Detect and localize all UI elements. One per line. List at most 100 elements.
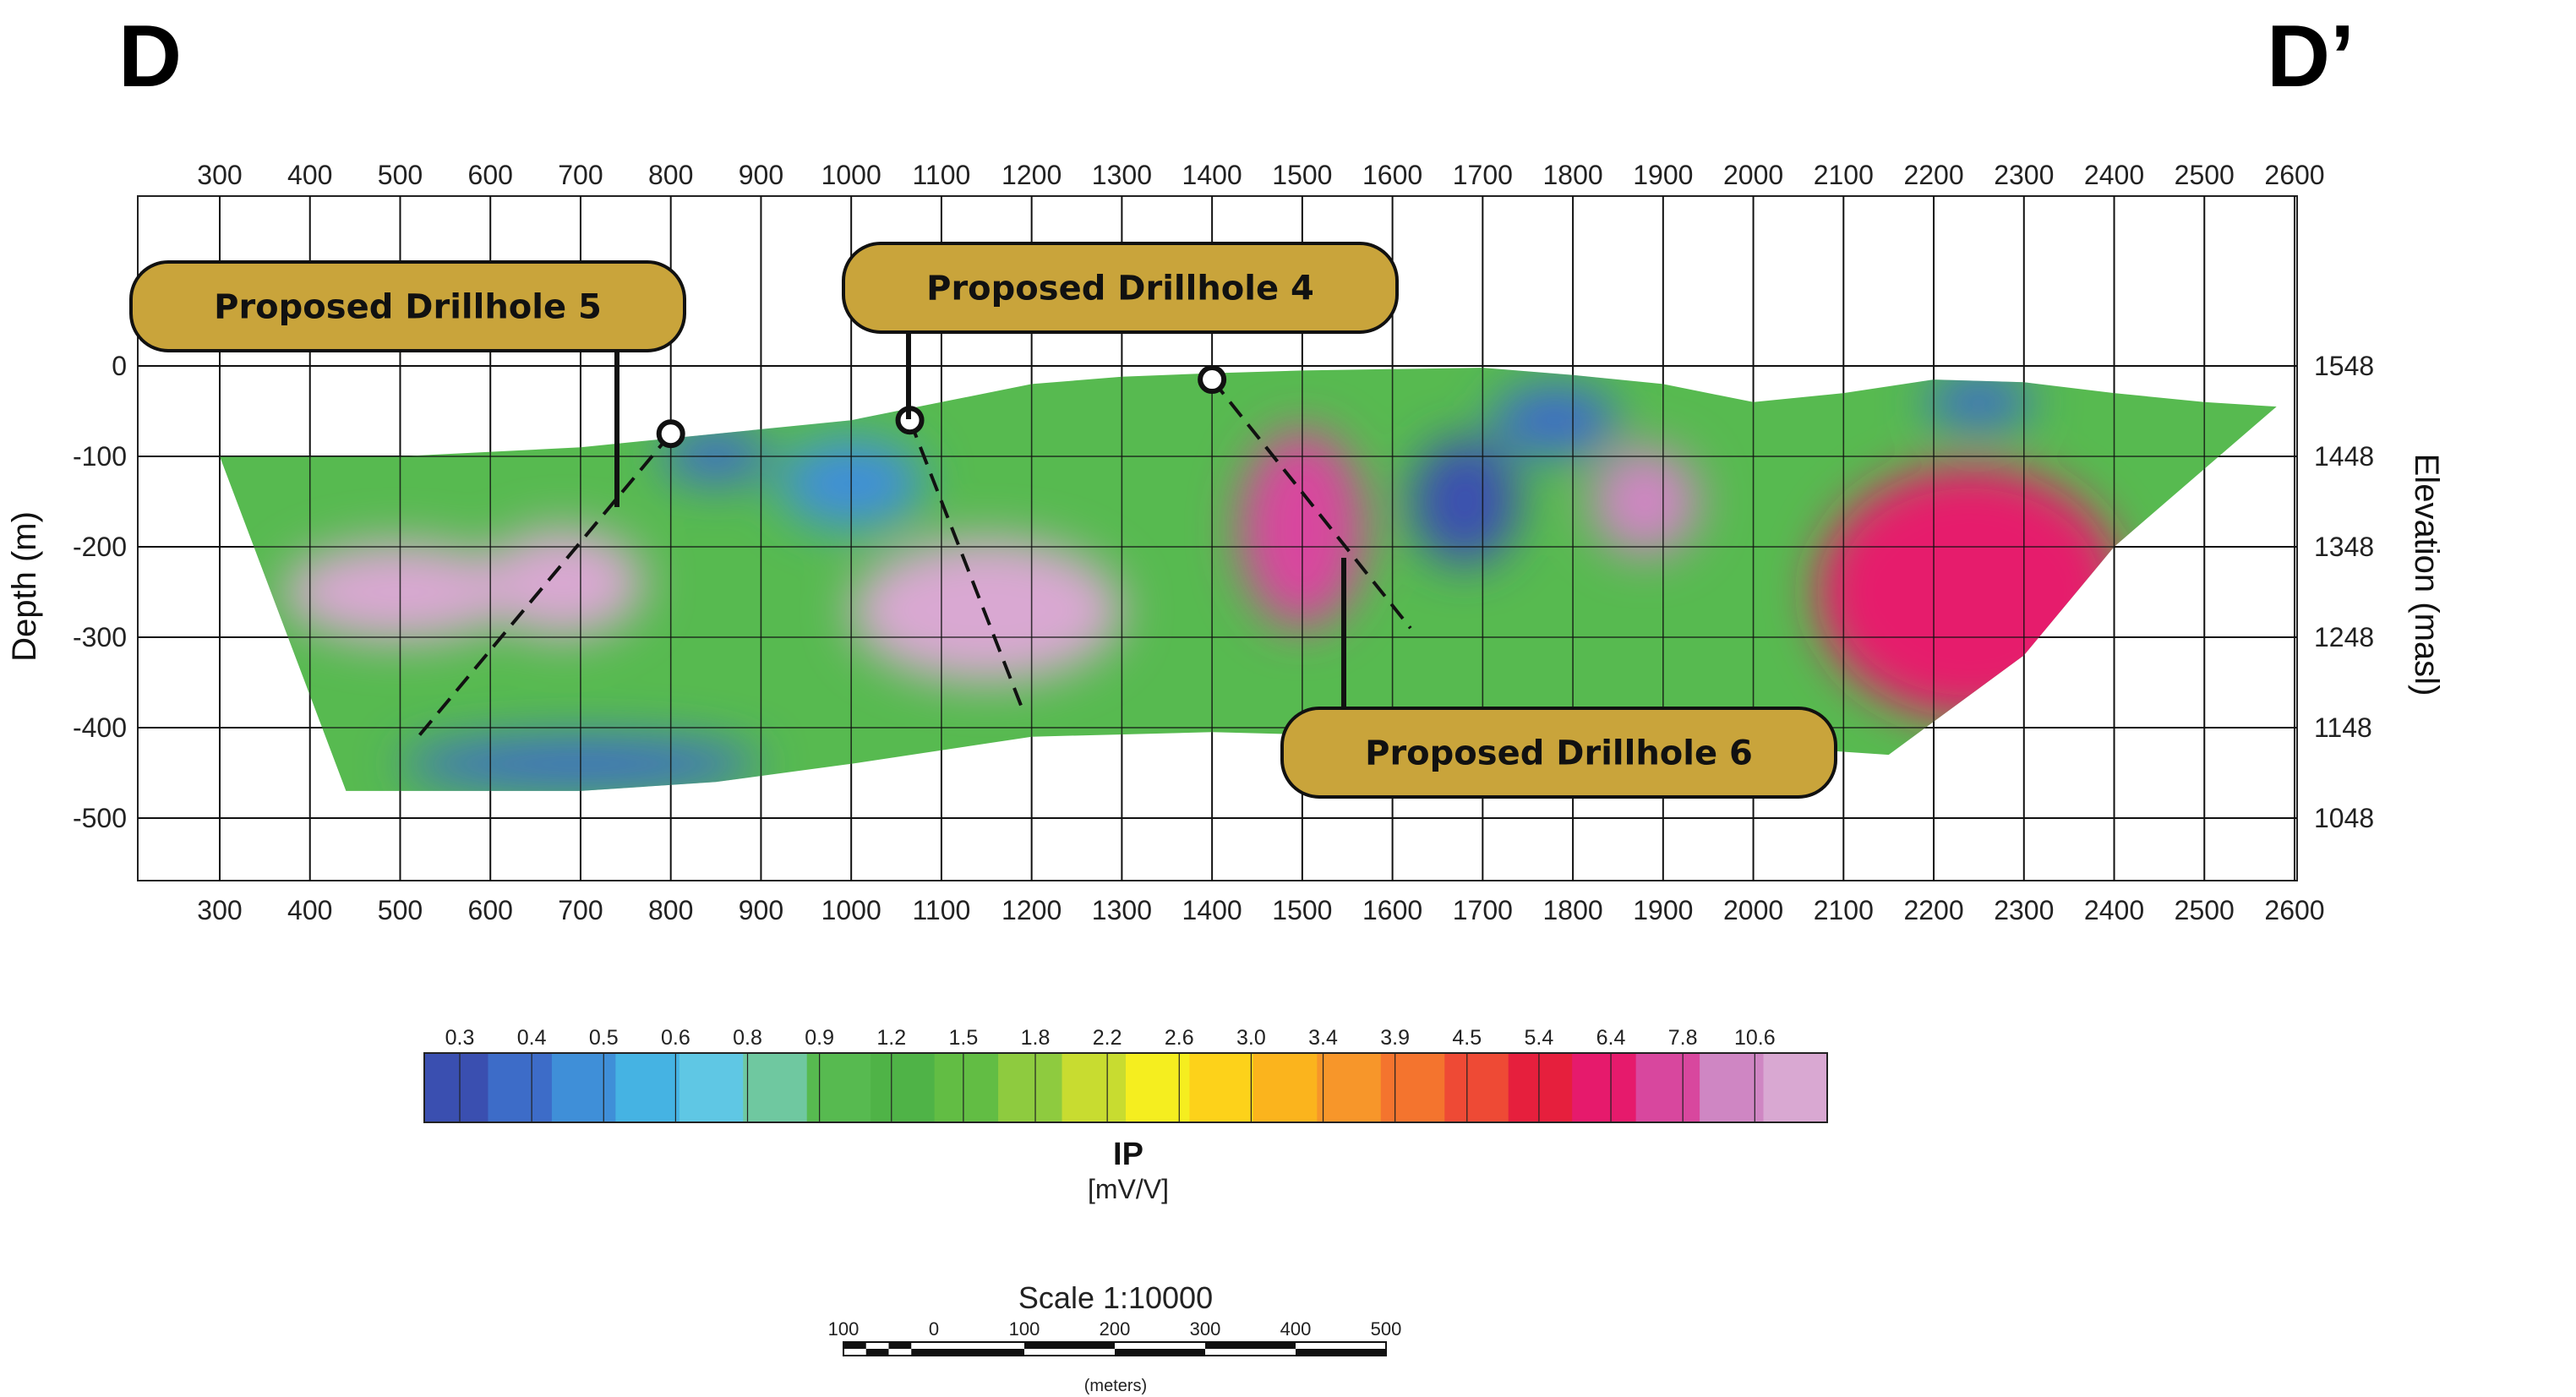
elevation-tick-5: 1048	[2314, 803, 2374, 833]
x-tick-top-8: 1100	[913, 160, 971, 190]
scale-tick-2: 100	[1009, 1318, 1040, 1340]
scale-minor-3	[911, 1349, 934, 1356]
x-tick-bottom-10: 1300	[1092, 895, 1152, 925]
legend-swatch-16	[1444, 1053, 1509, 1122]
scale-major-1	[934, 1349, 1024, 1356]
legend-tick-label-0: 0.3	[445, 1026, 475, 1050]
legend-swatch-18	[1572, 1053, 1637, 1122]
scale-frame	[843, 1341, 1387, 1356]
scale-minor-0	[843, 1342, 866, 1349]
legend-tick-label-5: 0.9	[805, 1026, 834, 1050]
callout-box-0	[129, 260, 686, 352]
legend-swatch-20	[1700, 1053, 1765, 1122]
scale-tick-3: 200	[1100, 1318, 1131, 1340]
x-tick-bottom-5: 800	[648, 895, 693, 925]
scale-bar-segments	[843, 1341, 1387, 1356]
x-tick-top-0: 300	[197, 160, 242, 190]
ip-anomaly-9	[1492, 384, 1618, 456]
x-tick-bottom-22: 2500	[2175, 895, 2235, 925]
x-tick-bottom-19: 2200	[1903, 895, 1963, 925]
scale-major-5	[1296, 1349, 1386, 1356]
depth-axis-title: Depth (m)	[6, 511, 43, 662]
drillhole-trace-2	[1210, 378, 1412, 630]
x-tick-top-15: 1800	[1542, 160, 1602, 190]
scale-minor-2	[888, 1342, 912, 1349]
legend-unit: [mV/V]	[1088, 1174, 1169, 1204]
elevation-axis: 1548 1448 1348 1248 1148 1048	[2314, 351, 2374, 833]
grid-overlay	[220, 368, 2277, 791]
depth-tick-1: -100	[73, 441, 127, 472]
ip-anomaly-10	[1924, 374, 2033, 429]
scale-bar-ticks: 100 0 100 200 300 400 500	[828, 1318, 1402, 1340]
x-tick-bottom-1: 400	[287, 895, 332, 925]
x-tick-bottom-2: 500	[378, 895, 423, 925]
drillhole-trace-1	[908, 419, 1024, 711]
x-tick-bottom-13: 1600	[1362, 895, 1422, 925]
x-tick-top-13: 1600	[1362, 160, 1422, 190]
x-tick-top-16: 1900	[1633, 160, 1693, 190]
ip-legend: 0.3 0.4 0.5 0.6 0.8 0.9 1.2 1.5 1.8 2.2 2.6 3.0 3.4 3…	[423, 1026, 1828, 1204]
x-axis-bottom: 300 400 500 600 700 800 900 1000 1100 1200 1300 140…	[197, 895, 2324, 925]
elevation-axis-title: Elevation (masl)	[2408, 454, 2445, 696]
scale-bar: Scale 1:10000 100 0 100 200 300 400 500 (meter…	[828, 1280, 1402, 1395]
legend-tick-label-7: 1.5	[949, 1026, 979, 1050]
legend-swatch-2	[551, 1053, 616, 1122]
section-end-label: D’	[2267, 8, 2355, 106]
x-tick-bottom-18: 2100	[1814, 895, 1874, 925]
legend-tick-label-6: 1.2	[876, 1026, 906, 1050]
legend-swatch-12	[1189, 1053, 1254, 1122]
legend-swatch-14	[1317, 1053, 1382, 1122]
x-tick-bottom-16: 1900	[1633, 895, 1693, 925]
scale-tick-5: 400	[1280, 1318, 1312, 1340]
legend-swatch-3	[615, 1053, 680, 1122]
legend-swatch-11	[1126, 1053, 1190, 1122]
x-axis-top: 300 400 500 600 700 800 900 1000 1100 1200 1300 140…	[197, 160, 2324, 190]
elevation-tick-4: 1148	[2314, 712, 2372, 743]
x-tick-top-6: 900	[739, 160, 783, 190]
x-tick-top-20: 2300	[1994, 160, 2054, 190]
x-tick-bottom-21: 2400	[2084, 895, 2144, 925]
legend-swatch-5	[743, 1053, 808, 1122]
scale-minor-1	[865, 1349, 889, 1356]
x-tick-bottom-0: 300	[197, 895, 242, 925]
callout-label-1: Proposed Drillhole 4	[926, 270, 1314, 308]
x-tick-bottom-3: 600	[468, 895, 513, 925]
section-start-label: D	[118, 8, 182, 106]
x-tick-bottom-14: 1700	[1453, 895, 1513, 925]
callout-label-0: Proposed Drillhole 5	[214, 288, 602, 327]
x-tick-top-9: 1200	[1001, 160, 1062, 190]
scale-unit: (meters)	[1084, 1377, 1147, 1395]
legend-tick-label-14: 4.5	[1452, 1026, 1482, 1050]
depth-axis: 0 -100 -200 -300 -400 -500	[73, 351, 127, 833]
legend-swatch-19	[1635, 1053, 1700, 1122]
x-tick-top-11: 1400	[1182, 160, 1242, 190]
legend-swatch-0	[424, 1053, 488, 1122]
depth-tick-2: -200	[73, 532, 127, 562]
depth-tick-5: -500	[73, 803, 127, 833]
scale-major-4	[1205, 1342, 1296, 1349]
x-tick-bottom-23: 2600	[2264, 895, 2324, 925]
x-tick-top-21: 2400	[2084, 160, 2144, 190]
x-tick-top-7: 1000	[821, 160, 881, 190]
legend-tick-label-9: 2.2	[1093, 1026, 1122, 1050]
scale-tick-4: 300	[1190, 1318, 1221, 1340]
x-tick-top-2: 500	[378, 160, 423, 190]
x-tick-bottom-8: 1100	[913, 895, 971, 925]
x-tick-bottom-12: 1500	[1272, 895, 1332, 925]
x-tick-bottom-20: 2300	[1994, 895, 2054, 925]
legend-colorbar	[423, 1052, 1828, 1123]
legend-tick-label-3: 0.6	[661, 1026, 690, 1050]
ip-anomaly-2	[851, 538, 1122, 683]
legend-tick-label-15: 5.4	[1525, 1026, 1554, 1050]
depth-tick-0: 0	[112, 351, 127, 381]
legend-tick-label-12: 3.4	[1308, 1026, 1338, 1050]
drillhole-callouts: Proposed Drillhole 5 Proposed Drillhole 4…	[129, 242, 1837, 799]
drillhole-collar-0	[656, 419, 685, 449]
x-tick-top-14: 1700	[1453, 160, 1513, 190]
elevation-tick-1: 1448	[2314, 441, 2374, 472]
depth-tick-4: -400	[73, 712, 127, 743]
legend-swatch-21	[1763, 1053, 1828, 1122]
legend-tick-label-18: 10.6	[1734, 1026, 1776, 1050]
scale-major-3	[1115, 1349, 1205, 1356]
x-tick-bottom-11: 1400	[1182, 895, 1242, 925]
